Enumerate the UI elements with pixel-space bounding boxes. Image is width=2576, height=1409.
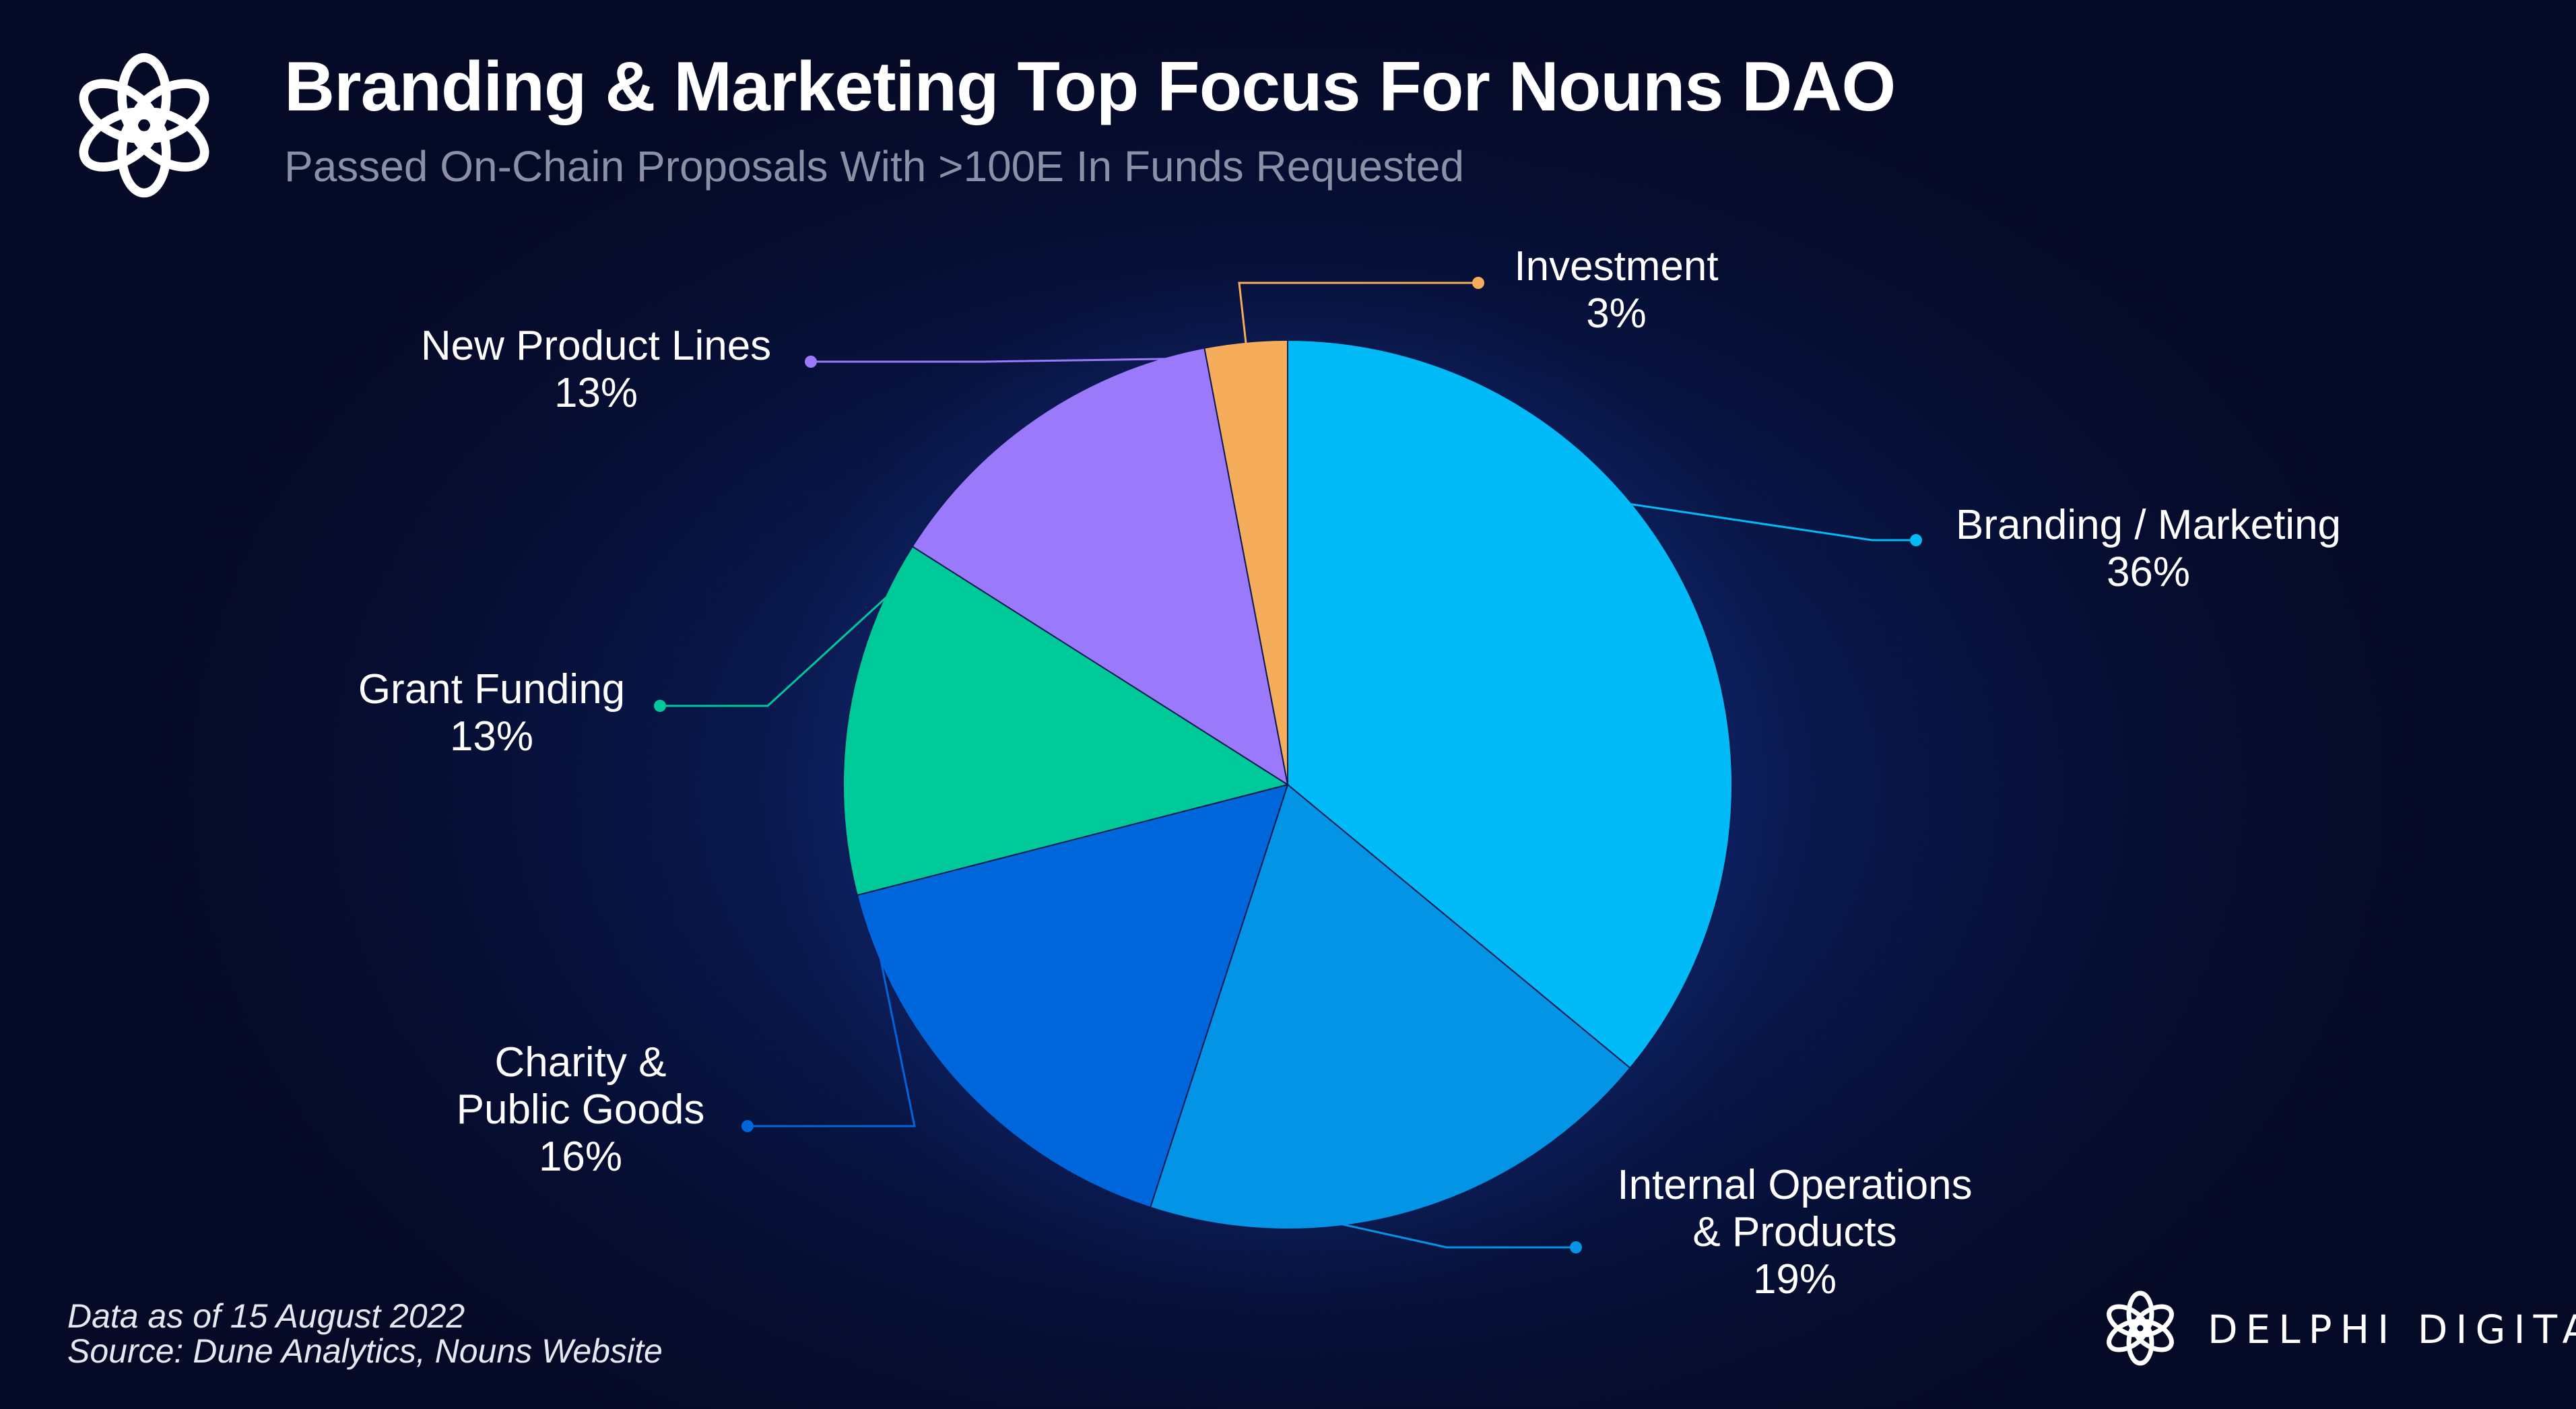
brand-footer: DELPHI DIGITAL [2100,1288,2576,1369]
pie-slice-charity-public-goods [856,783,1289,1208]
slice-value-grant-funding: 13% [450,713,533,760]
brand-name: DELPHI DIGITAL [2208,1307,2576,1352]
footnote: Data as of 15 August 2022 Source: Dune A… [67,1299,663,1369]
slice-value-investment: 3% [1586,290,1647,337]
slice-label-grant-funding: Grant Funding [358,666,625,713]
leader-line-branding-marketing [1628,502,1916,542]
pie-slice-branding-marketing [1287,339,1733,1070]
slice-value-charity-public-goods: 16% [539,1134,622,1180]
leader-line-grant-funding [660,594,890,707]
pie-slice-new-product-lines [911,347,1289,787]
delphi-footer-logo-icon [2107,1290,2174,1366]
slice-label-charity-public-goods: Public Goods [457,1086,705,1133]
leader-dot-branding-marketing [1910,534,1922,546]
source-note: Source: Dune Analytics, Nouns Website [67,1332,663,1370]
leader-dot-internal-operations-products [1570,1241,1582,1253]
slice-value-new-product-lines: 13% [554,370,638,416]
leader-line-investment [1238,282,1478,346]
leader-line-charity-public-goods [748,953,916,1127]
leader-dot-charity-public-goods [741,1120,754,1132]
leader-dot-investment [1472,277,1484,289]
slice-value-internal-operations-products: 19% [1753,1256,1837,1303]
slice-value-branding-marketing: 36% [2107,549,2190,595]
leader-line-new-product-lines [811,358,1170,363]
pie-slice-internal-operations-products [1149,783,1631,1230]
delphi-logo-icon [79,53,209,198]
slice-label-branding-marketing: Branding / Marketing [1956,502,2341,548]
date-note: Data as of 15 August 2022 [67,1297,465,1335]
chart-title: Branding & Marketing Top Focus For Nouns… [284,48,1896,126]
slice-label-new-product-lines: New Product Lines [421,323,771,369]
slice-label-charity-public-goods: Charity & [495,1039,667,1086]
slice-label-investment: Investment [1514,243,1718,290]
leader-dot-grant-funding [654,700,666,712]
leader-dot-new-product-lines [805,356,817,368]
chart-subtitle: Passed On-Chain Proposals With >100E In … [284,142,1465,191]
pie-slice-grant-funding [843,545,1290,896]
slice-label-internal-operations-products: Internal Operations [1617,1162,1972,1208]
leader-line-internal-operations-products [1338,1222,1576,1249]
slice-label-internal-operations-products: & Products [1692,1209,1896,1255]
